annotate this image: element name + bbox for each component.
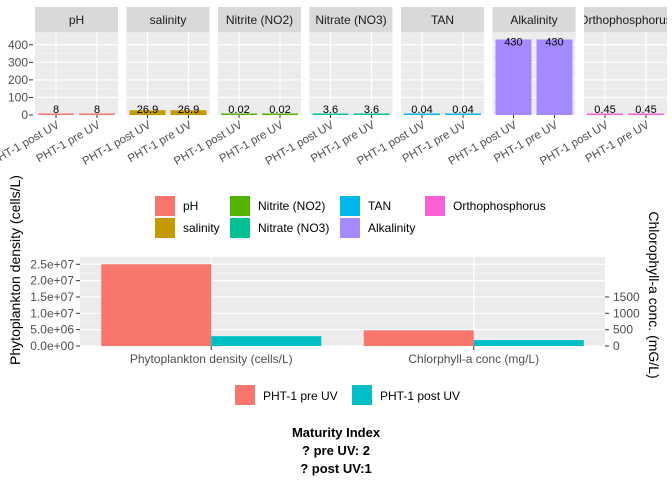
left-y-tick-label: 5.0e+06 (30, 323, 74, 337)
legend-label: Nitrate (NO3) (258, 221, 329, 235)
right-y-axis-label: Chlorophyll-a conc. (mG/L) (646, 211, 662, 378)
left-y-tick-label: 1.0e+07 (30, 306, 74, 320)
legend-label: pH (183, 199, 198, 213)
bar-data-label: 26.9 (178, 104, 199, 116)
facet-strip-label: pH (69, 13, 84, 27)
bar-pht-1-post-uv (211, 336, 322, 346)
facet-strip-label: salinity (150, 13, 187, 27)
legend-label: Alkalinity (368, 221, 415, 235)
x-tick-label: Phytoplankton density (cells/L) (130, 352, 293, 366)
top-y-tick-label: 400 (8, 38, 28, 52)
maturity-index-title: Maturity Index (291, 425, 381, 440)
facet-strip (218, 7, 301, 32)
bar-data-label: 26.9 (137, 104, 158, 116)
bottom-legend: PHT-1 pre UV PHT-1 post UV (235, 385, 460, 405)
bar-tan (445, 113, 481, 115)
facet-plot-bg (584, 32, 667, 115)
bar-data-label: 0.04 (411, 104, 432, 116)
facet-strip (35, 7, 118, 32)
legend-key-0 (155, 196, 175, 216)
legend-label: Nitrite (NO2) (258, 199, 325, 213)
facet-strip-label: Nitrate (NO3) (315, 13, 386, 27)
facet-strip-label: TAN (431, 13, 454, 27)
bottom-chart: 0.0e+00 5.0e+06 1.0e+07 1.5e+07 2.0e+07 2.5e+… (7, 175, 662, 379)
facet-strip (126, 7, 210, 32)
left-y-tick-label: 0.0e+00 (30, 339, 74, 353)
bar-data-label: 0.04 (452, 104, 473, 116)
bar-salinity (129, 110, 166, 115)
bar-data-label: 0.02 (269, 104, 290, 116)
bar-nitrite-no2- (221, 113, 257, 115)
top-y-tick-label: 200 (8, 73, 28, 87)
left-y-tick-label: 2.5e+07 (30, 257, 74, 271)
bar-nitrate-no3- (353, 113, 390, 115)
facet-plot-bg (218, 32, 301, 115)
top-legend: pH salinity Nitrite (NO2) Nitrate (NO3) TAN A… (155, 196, 546, 238)
bar-alkalinity (495, 39, 532, 116)
bar-orthophosphorus (628, 113, 664, 115)
legend-key-5 (340, 218, 360, 238)
facet-strip-label: Alkalinity (510, 13, 557, 27)
legend-key-2 (230, 196, 250, 216)
left-y-axis-label: Phytoplankton density (cells/L) (7, 175, 23, 365)
bar-salinity (170, 110, 207, 115)
maturity-pre-uv: ? pre UV: 2 (302, 443, 370, 458)
facet-plot-bg (35, 32, 118, 115)
bar-data-label: 430 (545, 37, 563, 49)
bar-alkalinity (536, 39, 573, 116)
bar-orthophosphorus (587, 113, 623, 115)
legend-key-4 (340, 196, 360, 216)
legend-label: PHT-1 post UV (380, 389, 460, 403)
bar-tan (404, 113, 440, 115)
legend-key-3 (230, 218, 250, 238)
bar-pht-1-pre-uv (363, 330, 474, 346)
right-y-tick-label: 0 (613, 339, 620, 353)
bar-pht-1-post-uv (473, 340, 584, 346)
bar-data-label: 430 (504, 37, 522, 49)
top-y-tick-label: 100 (8, 90, 28, 104)
legend-label: Orthophosphorus (453, 199, 546, 213)
bar-data-label: 8 (94, 104, 100, 116)
facet-plot-bg (401, 32, 484, 115)
right-y-tick-label: 500 (613, 323, 633, 337)
facet-strip (309, 7, 393, 32)
left-y-tick-label: 1.5e+07 (30, 290, 74, 304)
left-y-tick-label: 2.0e+07 (30, 274, 74, 288)
facet-strip-label: Nitrite (NO2) (226, 13, 293, 27)
legend-key-6 (425, 196, 445, 216)
bar-nitrate-no3- (312, 113, 349, 115)
legend-label: PHT-1 pre UV (263, 389, 338, 403)
facet-strip-label: Orthophosphorus (579, 13, 672, 27)
bar-data-label: 0.45 (635, 104, 656, 116)
bar-data-label: 8 (53, 104, 59, 116)
legend-key-1 (155, 218, 175, 238)
bar-nitrite-no2- (262, 113, 298, 115)
legend-label: TAN (368, 199, 391, 213)
facet-plot-bg (309, 32, 393, 115)
right-y-tick-label: 1500 (613, 290, 640, 304)
facet-strip (492, 7, 576, 32)
bar-pht-1-pre-uv (101, 264, 212, 346)
maturity-post-uv: ? post UV:1 (300, 461, 372, 476)
bar-data-label: 0.45 (594, 104, 615, 116)
bar-ph (38, 113, 74, 115)
legend-key-0 (235, 385, 255, 405)
top-y-tick-label: 0 (21, 108, 28, 122)
right-y-tick-label: 1000 (613, 306, 640, 320)
bar-data-label: 0.02 (228, 104, 249, 116)
legend-label: salinity (183, 221, 220, 235)
x-tick-label: Chlorphyll-a conc (mg/L) (408, 352, 539, 366)
legend-key-1 (352, 385, 372, 405)
facet-strip (584, 7, 667, 32)
facet-plot-bg (126, 32, 210, 115)
bar-ph (79, 113, 115, 115)
bar-data-label: 3.6 (364, 104, 379, 116)
top-y-tick-label: 300 (8, 55, 28, 69)
facet-strip (401, 7, 484, 32)
bar-data-label: 3.6 (323, 104, 338, 116)
